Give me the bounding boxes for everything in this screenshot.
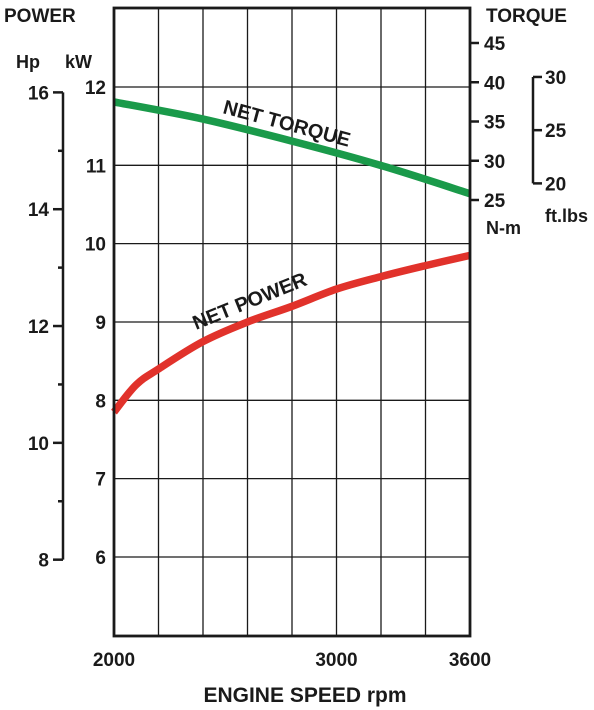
kw-tick-label: 12 [85, 78, 106, 99]
kw-unit-label: kW [65, 52, 92, 72]
grid-lines [113, 8, 471, 636]
nm-tick-label: 40 [484, 73, 505, 94]
kw-tick-label: 7 [95, 470, 106, 491]
nm-unit-label: N-m [486, 218, 521, 238]
axes: 2000 3000 3600 6 7 8 9 10 11 12 8 10 12 14 16 25 30 35 40 4… [28, 6, 567, 671]
plot-frame [112, 6, 472, 638]
ftlbs-tick-label: 25 [545, 121, 567, 142]
x-tick-label: 2000 [93, 650, 135, 671]
x-axis-title: ENGINE SPEED rpm [203, 684, 406, 707]
hp-tick-label: 8 [38, 551, 49, 572]
kw-tick-label: 6 [95, 548, 106, 569]
hp-tick-label: 10 [28, 434, 49, 455]
hp-tick-label: 12 [28, 317, 49, 338]
nm-tick-label: 25 [484, 191, 506, 212]
ftlbs-tick-label: 20 [545, 174, 566, 195]
hp-tick-label: 14 [28, 200, 50, 221]
x-tick-label: 3000 [315, 650, 357, 671]
nm-tick-label: 45 [484, 34, 506, 55]
power-title: POWER [4, 6, 76, 27]
series-line-net-torque [113, 98, 472, 198]
kw-tick-label: 9 [95, 313, 106, 334]
series-line-net-power [111, 251, 471, 415]
torque-title: TORQUE [486, 6, 567, 27]
nm-tick-label: 30 [484, 152, 505, 173]
nm-tick-label: 35 [484, 113, 506, 134]
ftlbs-unit-label: ft.lbs [545, 206, 588, 226]
kw-tick-label: 8 [95, 391, 106, 412]
hp-tick-label: 16 [28, 83, 49, 104]
series-lines [111, 98, 472, 415]
x-tick-label: 3600 [449, 650, 491, 671]
kw-tick-label: 11 [86, 156, 107, 177]
ftlbs-tick-label: 30 [545, 68, 566, 89]
hp-unit-label: Hp [16, 52, 40, 72]
kw-tick-label: 10 [85, 235, 106, 256]
